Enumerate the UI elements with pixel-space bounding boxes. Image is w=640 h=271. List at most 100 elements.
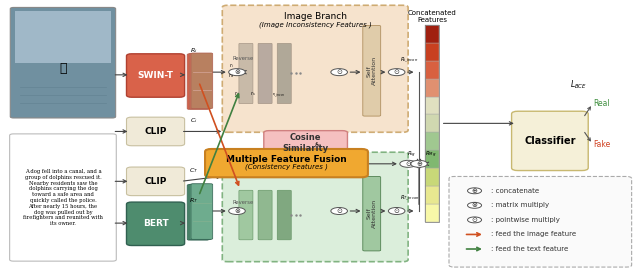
FancyBboxPatch shape [511,111,588,170]
Text: ⊗: ⊗ [234,208,240,214]
Text: ⊗: ⊗ [472,202,477,208]
FancyBboxPatch shape [127,117,184,146]
FancyBboxPatch shape [187,54,209,109]
FancyBboxPatch shape [363,25,381,116]
Text: 🐕: 🐕 [60,62,67,75]
Text: : pointwise multiply: : pointwise multiply [491,217,560,223]
Text: $R_{Mg}$: $R_{Mg}$ [426,149,437,160]
FancyBboxPatch shape [127,54,184,97]
Text: Self
Attention: Self Attention [366,199,377,228]
Circle shape [228,208,245,214]
Text: $r_i$: $r_i$ [229,61,234,70]
Text: $R_i$: $R_i$ [190,46,197,55]
Text: $R_{i\_incon}$: $R_{i\_incon}$ [400,55,419,63]
FancyBboxPatch shape [189,53,211,109]
Text: $C_i$: $C_i$ [190,116,197,125]
Bar [426,186,440,204]
Bar [426,25,440,43]
FancyBboxPatch shape [127,202,184,246]
Text: ⊕: ⊕ [416,161,422,167]
Text: : concatenate: : concatenate [491,188,540,194]
Text: ⊕: ⊕ [472,188,477,194]
Text: $r_{ci}$: $r_{ci}$ [228,72,236,80]
Text: ⊙: ⊙ [405,161,411,167]
FancyBboxPatch shape [239,43,253,104]
Bar [426,79,440,96]
Circle shape [228,69,245,76]
FancyBboxPatch shape [10,134,116,261]
Text: CLIP: CLIP [145,127,167,136]
Text: SWIN-T: SWIN-T [138,71,173,80]
Bar [426,61,440,79]
Circle shape [331,208,348,214]
Text: $C_T$: $C_T$ [189,166,198,175]
Text: ⊙: ⊙ [336,69,342,75]
FancyBboxPatch shape [258,43,272,104]
Bar [426,96,440,114]
Text: $r_{ci}$: $r_{ci}$ [234,90,241,98]
Text: Self
Attention: Self Attention [366,56,377,85]
FancyBboxPatch shape [127,167,184,196]
Text: ⊙: ⊙ [472,217,477,223]
Text: Cosine
Similarity: Cosine Similarity [283,133,329,153]
Text: (Image Inconsistency Features ): (Image Inconsistency Features ) [259,22,372,28]
Circle shape [331,69,348,76]
Bar [426,150,440,168]
Text: $L_{BCE}$: $L_{BCE}$ [570,78,587,91]
Text: $R_{ig}$: $R_{ig}$ [407,149,417,160]
Circle shape [400,160,417,167]
FancyBboxPatch shape [449,176,632,267]
FancyBboxPatch shape [189,184,211,240]
Text: $R_T$: $R_T$ [189,196,198,205]
Circle shape [467,202,481,208]
Bar [426,168,440,186]
Bar [426,204,440,222]
FancyBboxPatch shape [10,7,116,118]
Text: Image Branch: Image Branch [284,12,347,21]
Text: ⊙: ⊙ [394,69,399,75]
FancyBboxPatch shape [258,190,272,240]
FancyBboxPatch shape [205,149,368,177]
Bar [426,25,440,222]
Bar [426,43,440,61]
Text: Real: Real [593,99,610,108]
FancyBboxPatch shape [191,184,212,239]
FancyBboxPatch shape [191,53,212,109]
FancyBboxPatch shape [239,190,253,240]
Text: Concatenated
Features: Concatenated Features [408,10,457,23]
Text: $f_s$: $f_s$ [314,140,321,149]
Text: $r_{i\_incon}$: $r_{i\_incon}$ [272,91,285,99]
Text: ⊙: ⊙ [336,208,342,214]
Text: BERT: BERT [143,219,168,228]
Text: : matrix multiply: : matrix multiply [491,202,549,208]
FancyBboxPatch shape [264,131,348,155]
FancyBboxPatch shape [277,190,291,240]
Bar [426,132,440,150]
FancyBboxPatch shape [363,176,381,251]
Circle shape [467,217,481,223]
Text: (Consistency Features ): (Consistency Features ) [245,163,328,170]
Text: Reverse: Reverse [232,56,253,61]
Text: $R_{T\_incon}$: $R_{T\_incon}$ [399,194,419,202]
Text: $r_{is}$: $r_{is}$ [250,90,256,98]
Circle shape [388,208,405,214]
Text: (Text Inconsistency Features ): (Text Inconsistency Features ) [262,169,368,176]
Text: ⊙: ⊙ [394,208,399,214]
Bar [15,11,111,63]
FancyBboxPatch shape [222,5,408,132]
Circle shape [411,160,428,167]
Bar [426,114,440,132]
Text: Fake: Fake [593,140,611,149]
Circle shape [467,188,481,194]
Text: ⊗: ⊗ [234,69,240,75]
Text: : feed the image feature: : feed the image feature [491,231,576,237]
Text: Reverse: Reverse [232,200,253,205]
Text: Text Branch: Text Branch [289,161,342,170]
FancyBboxPatch shape [222,152,408,262]
Text: Classifier: Classifier [524,136,575,146]
Circle shape [388,69,405,76]
Text: CLIP: CLIP [145,177,167,186]
Text: A dog fell into a canal, and a
group of dolphins rescued it.
Nearby residents sa: A dog fell into a canal, and a group of … [23,169,103,226]
Text: Multiple Feature Fusion: Multiple Feature Fusion [226,154,347,164]
Text: : feed the text feature: : feed the text feature [491,246,568,252]
